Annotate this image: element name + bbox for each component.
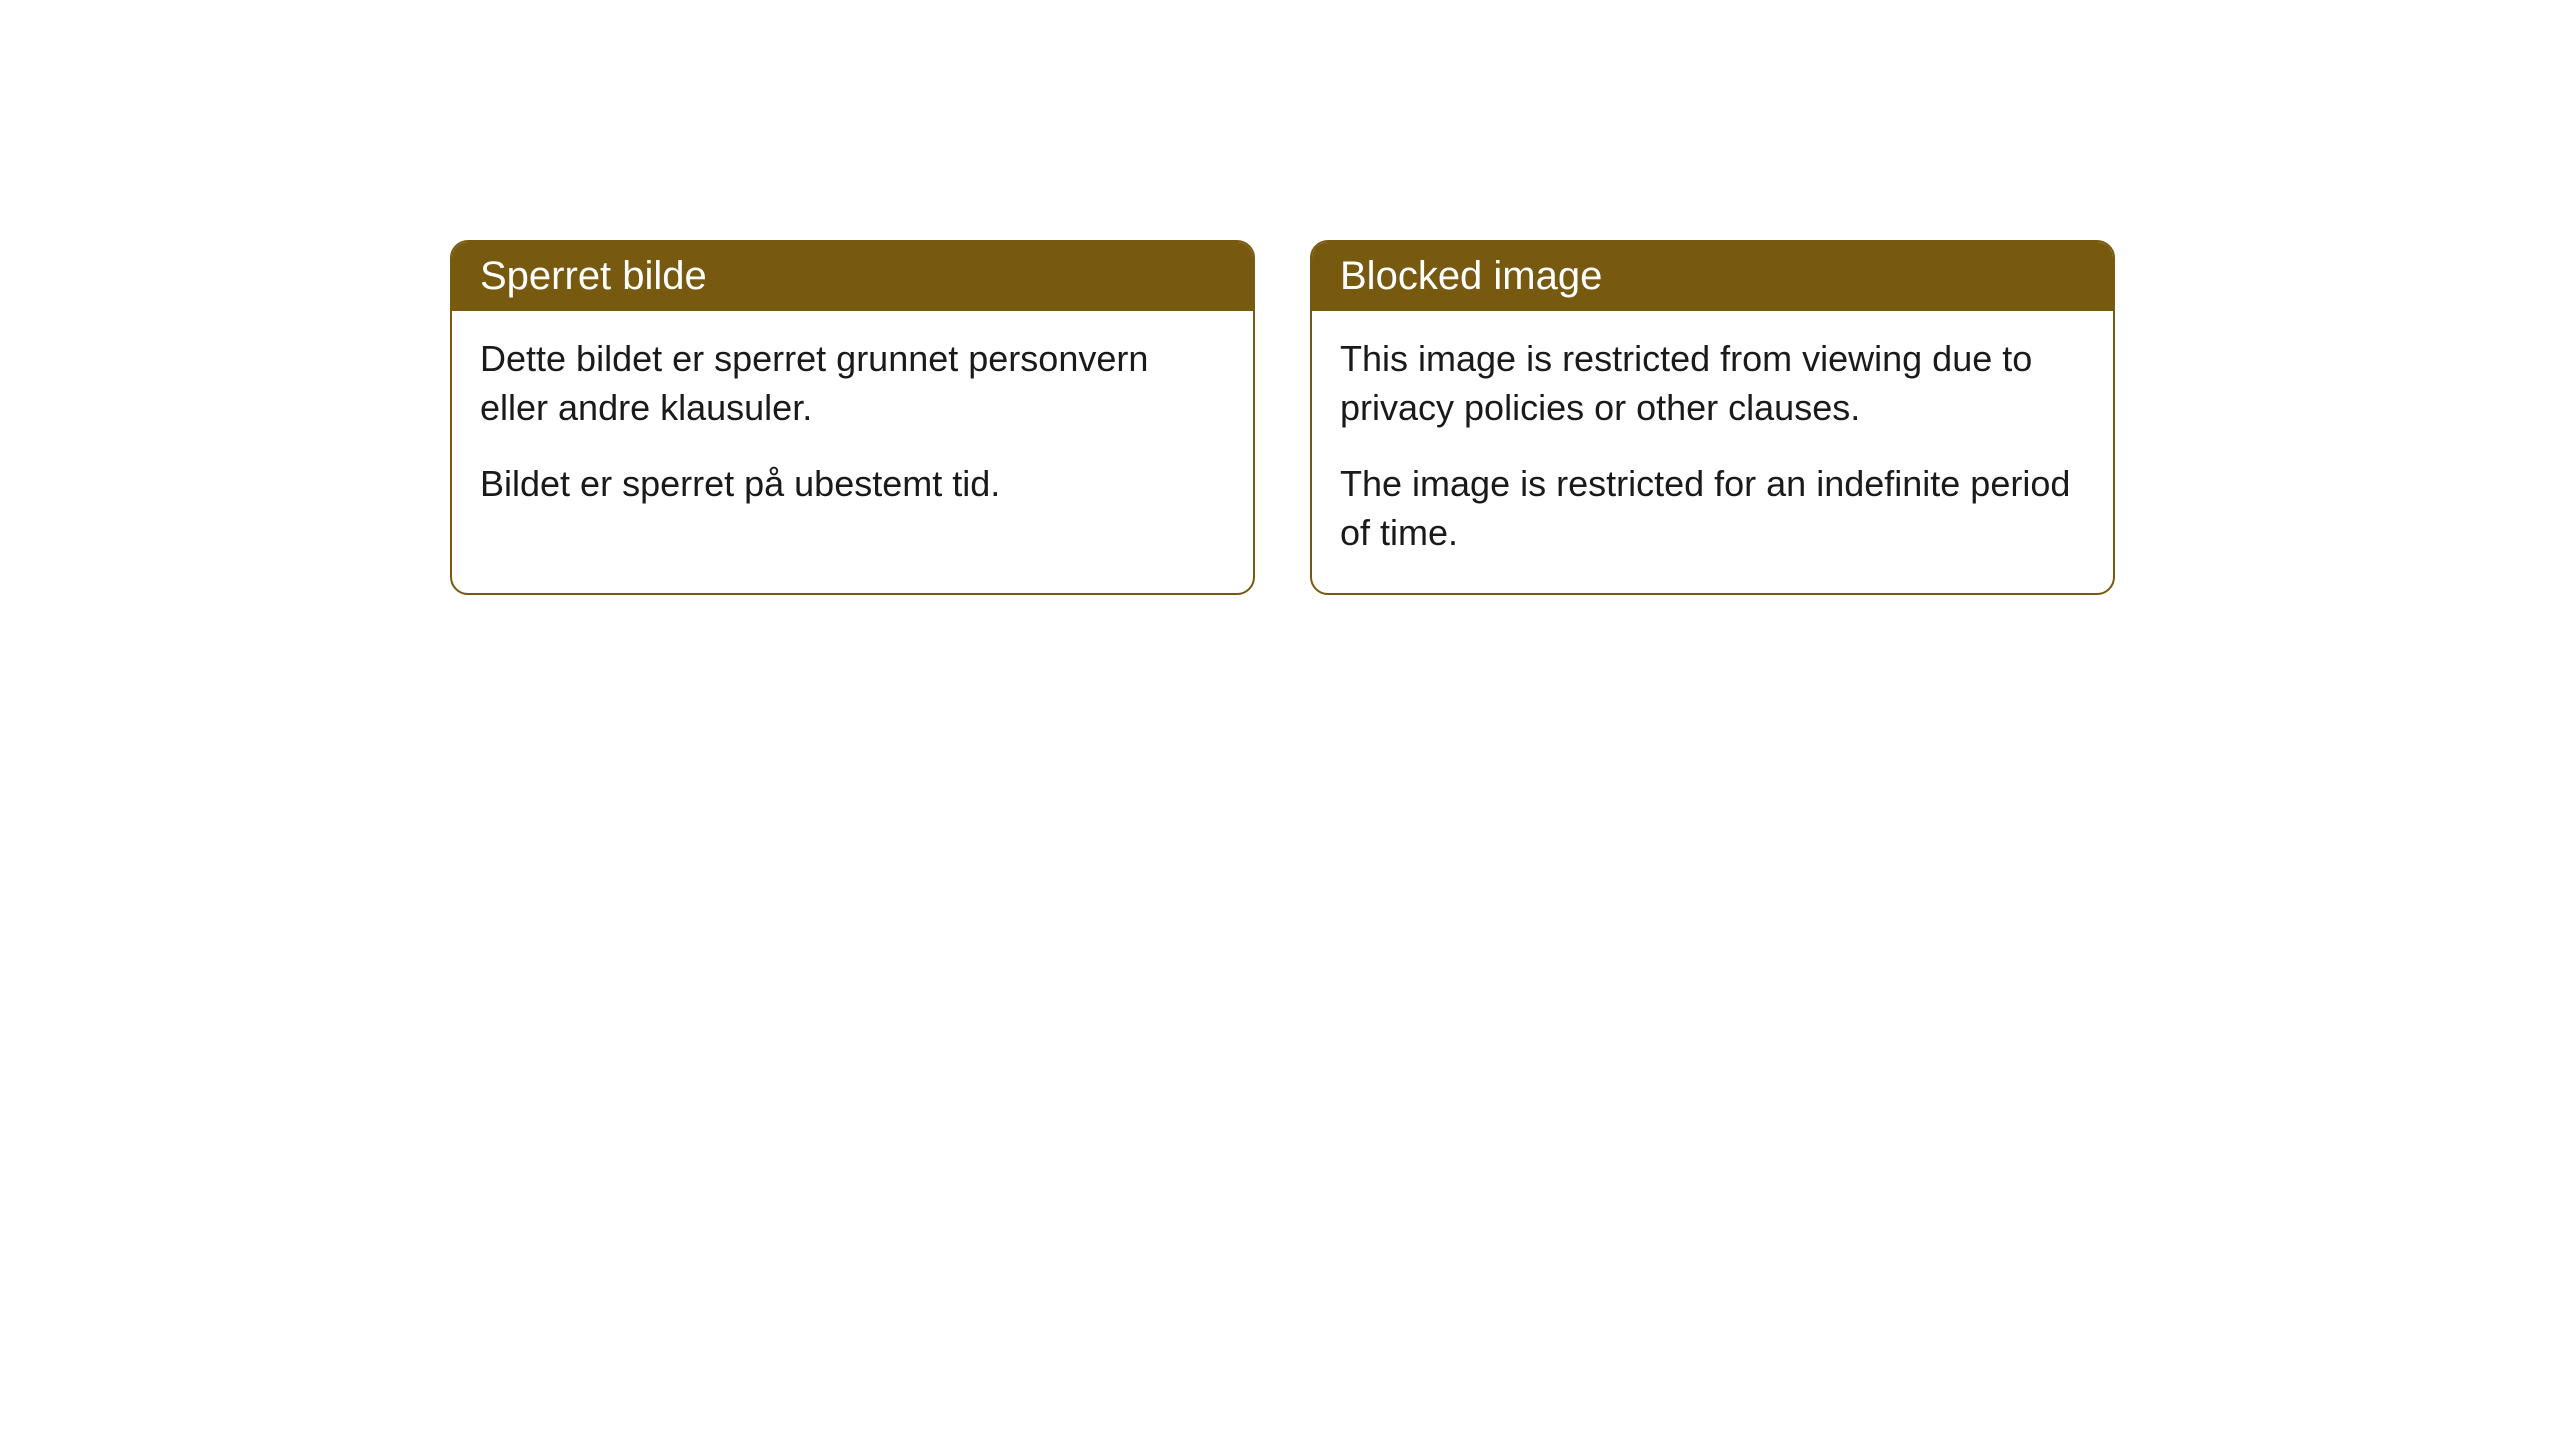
- card-title: Blocked image: [1340, 254, 1602, 298]
- card-paragraph: This image is restricted from viewing du…: [1340, 335, 2085, 432]
- card-paragraph: The image is restricted for an indefinit…: [1340, 460, 2085, 557]
- notice-card-english: Blocked image This image is restricted f…: [1310, 240, 2115, 595]
- notice-cards-container: Sperret bilde Dette bildet er sperret gr…: [450, 240, 2115, 595]
- card-body-english: This image is restricted from viewing du…: [1312, 311, 2113, 593]
- card-paragraph: Dette bildet er sperret grunnet personve…: [480, 335, 1225, 432]
- notice-card-norwegian: Sperret bilde Dette bildet er sperret gr…: [450, 240, 1255, 595]
- card-header-norwegian: Sperret bilde: [452, 242, 1253, 311]
- card-paragraph: Bildet er sperret på ubestemt tid.: [480, 460, 1225, 509]
- card-title: Sperret bilde: [480, 254, 707, 298]
- card-body-norwegian: Dette bildet er sperret grunnet personve…: [452, 311, 1253, 545]
- card-header-english: Blocked image: [1312, 242, 2113, 311]
